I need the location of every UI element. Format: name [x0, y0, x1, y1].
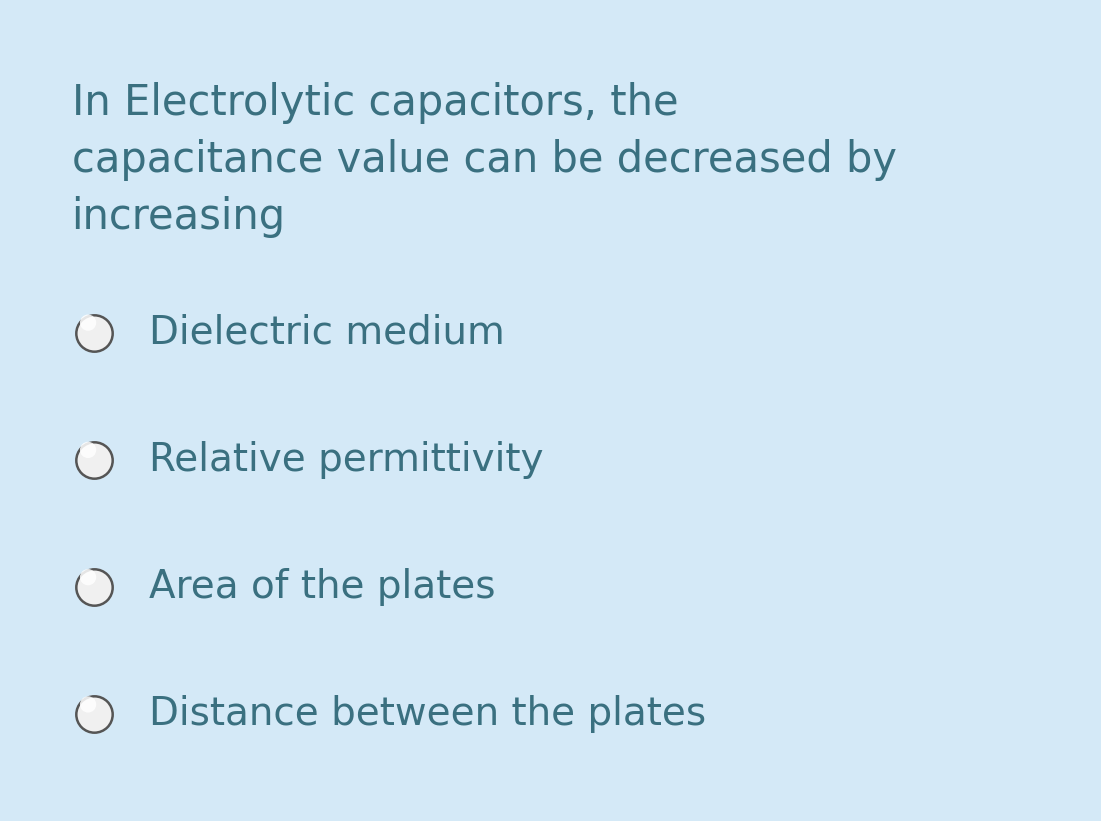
Text: Area of the plates: Area of the plates	[149, 568, 495, 606]
Point	[79, 571, 97, 584]
Text: In Electrolytic capacitors, the
capacitance value can be decreased by
increasing: In Electrolytic capacitors, the capacita…	[72, 82, 896, 238]
Point	[79, 443, 97, 456]
Text: Distance between the plates: Distance between the plates	[149, 695, 706, 733]
Point	[85, 326, 102, 339]
Point	[85, 708, 102, 721]
Text: Dielectric medium: Dielectric medium	[149, 314, 504, 351]
Point	[85, 453, 102, 466]
Text: Relative permittivity: Relative permittivity	[149, 441, 543, 479]
Point	[79, 698, 97, 711]
Point	[79, 316, 97, 329]
Point	[85, 580, 102, 594]
